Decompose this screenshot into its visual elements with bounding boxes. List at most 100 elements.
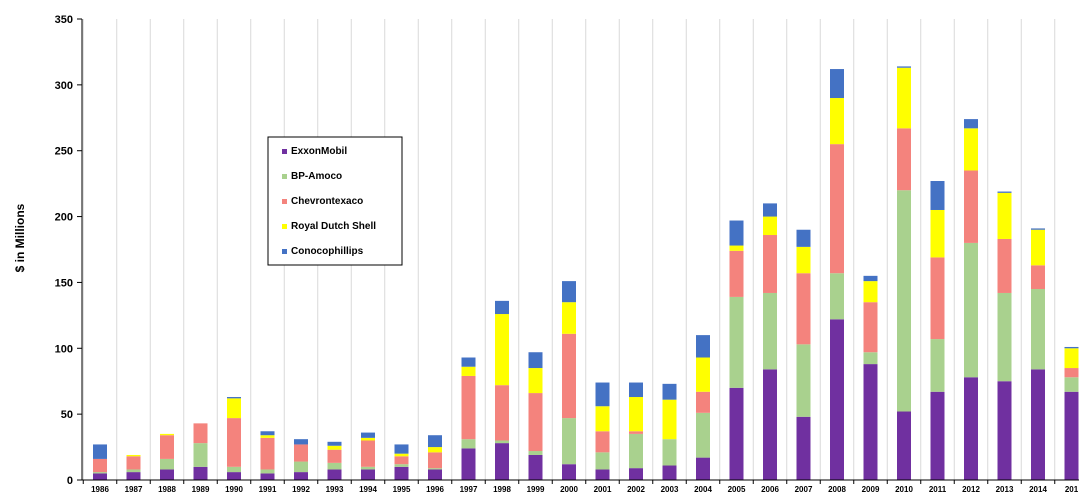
x-tick-label: 1990 (225, 485, 243, 494)
x-tick-label: 2000 (560, 485, 578, 494)
bar-segment-exxonmobil-1993 (327, 469, 342, 480)
bar-segment-conocophillips-2011 (930, 181, 945, 210)
x-tick-label: 1991 (259, 485, 277, 494)
bar-segment-bp-amoco-1999 (528, 451, 543, 455)
y-tick-label: 50 (61, 409, 73, 421)
bar-segment-conocophillips-1994 (361, 432, 375, 438)
bar-segment-conocophillips-1998 (495, 300, 509, 315)
bar-segment-royal-dutch-shell-2007 (796, 246, 811, 274)
bar-segment-chevrontexaco-2010 (897, 128, 911, 191)
bar-segment-exxonmobil-1987 (126, 472, 141, 480)
x-tick-label: 1989 (192, 485, 210, 494)
bar-segment-bp-amoco-2009 (863, 352, 878, 365)
bar-segment-bp-amoco-2011 (930, 339, 945, 392)
bar-segment-conocophillips-2005 (729, 220, 744, 246)
x-tick-label: 2001 (594, 485, 612, 494)
bar-segment-chevrontexaco-1995 (394, 456, 409, 465)
bar-segment-royal-dutch-shell-2009 (863, 281, 878, 303)
bar-segment-exxonmobil-1997 (461, 448, 476, 480)
bar-segment-conocophillips-1993 (327, 441, 342, 446)
bar-segment-bp-amoco-2006 (763, 292, 777, 370)
legend-label: BP-Amoco (291, 171, 342, 182)
x-tick-label: 2013 (996, 485, 1014, 494)
bar-segment-conocophillips-1990 (227, 397, 241, 399)
bar-segment-exxonmobil-1986 (93, 473, 107, 480)
y-tick-label: 200 (55, 212, 73, 224)
bar-segment-exxonmobil-2004 (696, 457, 710, 480)
x-tick-label: 2014 (1029, 485, 1047, 494)
x-tick-label: 2005 (728, 485, 746, 494)
bar-segment-royal-dutch-shell-2011 (930, 209, 945, 258)
bar-segment-bp-amoco-2014 (1031, 289, 1045, 370)
x-tick-label: 1986 (91, 485, 109, 494)
legend-swatch (282, 199, 287, 204)
y-tick-label: 100 (55, 343, 73, 355)
bar-segment-royal-dutch-shell-1988 (160, 433, 174, 436)
x-tick-label: 201 (1065, 485, 1079, 494)
bar-segment-royal-dutch-shell-1997 (461, 366, 476, 376)
legend-swatch (282, 149, 287, 154)
bar-segment-royal-dutch-shell-2010 (897, 67, 911, 129)
bar-segment-exxonmobil-1996 (428, 469, 442, 480)
legend-swatch (282, 249, 287, 254)
bar-segment-bp-amoco-1986 (93, 472, 107, 474)
bar-segment-chevrontexaco-1986 (93, 458, 107, 473)
bar-segment-chevrontexaco-2001 (595, 431, 610, 453)
axes: 0 50 100 150 200 250 300 350 1986 1987 1988 1989 199… (55, 14, 1079, 494)
bar-segment-royal-dutch-shell-2013 (997, 192, 1012, 239)
bar-segment-royal-dutch-shell-1998 (495, 314, 509, 386)
legend-label: Conocophillips (291, 246, 364, 257)
legend-label: Royal Dutch Shell (291, 221, 376, 232)
y-tick-label: 350 (55, 14, 73, 26)
bar-segment-chevrontexaco-1994 (361, 440, 375, 467)
bar-segment-conocophillips-2003 (662, 383, 677, 400)
bar-segment-chevrontexaco-1998 (495, 385, 509, 441)
bar-segment-chevrontexaco-2013 (997, 238, 1012, 293)
bar-segment-bp-amoco-2008 (830, 273, 844, 320)
bar-segment-chevrontexaco-1997 (461, 375, 476, 440)
legend: ExxonMobil BP-Amoco Chevrontexaco Royal Dut… (267, 136, 403, 266)
x-tick-label: 2004 (694, 485, 712, 494)
legend-swatch (282, 224, 287, 229)
bar-segment-exxonmobil-2013 (997, 381, 1012, 480)
bar-segment-bp-amoco-1987 (126, 469, 141, 473)
bar-segment-conocophillips-2010 (897, 66, 911, 68)
bars (93, 66, 1079, 480)
bar-segment-exxonmobil-2003 (662, 465, 677, 480)
bar-segment-conocophillips-2015 (1064, 346, 1079, 349)
x-tick-label: 1988 (158, 485, 176, 494)
bar-segment-exxonmobil-2012 (964, 377, 978, 480)
legend-swatch (282, 174, 287, 179)
bar-segment-chevrontexaco-1988 (160, 435, 174, 459)
x-tick-label: 1987 (125, 485, 143, 494)
bar-segment-bp-amoco-1996 (428, 468, 442, 470)
bar-segment-bp-amoco-2007 (796, 344, 811, 417)
bar-segment-royal-dutch-shell-2005 (729, 245, 744, 251)
bar-segment-chevrontexaco-1992 (294, 444, 308, 462)
bar-segment-bp-amoco-1993 (327, 462, 342, 470)
bar-segment-exxonmobil-2010 (897, 411, 911, 480)
bar-segment-conocophillips-2009 (863, 275, 878, 282)
bar-segment-chevrontexaco-1999 (528, 393, 543, 452)
bar-segment-exxonmobil-2009 (863, 364, 878, 480)
bar-segment-bp-amoco-2005 (729, 296, 744, 388)
bar-segment-bp-amoco-2010 (897, 190, 911, 412)
bar-segment-royal-dutch-shell-1993 (327, 445, 342, 450)
bar-segment-exxonmobil-2000 (562, 464, 576, 480)
bar-segment-bp-amoco-1990 (227, 466, 241, 473)
bar-segment-royal-dutch-shell-2015 (1064, 348, 1079, 369)
bar-segment-chevrontexaco-1990 (227, 418, 241, 467)
bar-segment-exxonmobil-1994 (361, 469, 375, 480)
x-tick-label: 1995 (393, 485, 411, 494)
y-axis-label: $ in Millions (13, 203, 27, 272)
bar-segment-conocophillips-1995 (394, 444, 409, 454)
bar-segment-exxonmobil-1989 (193, 466, 208, 480)
x-tick-label: 1998 (493, 485, 511, 494)
bar-segment-bp-amoco-2012 (964, 242, 978, 378)
bar-segment-conocophillips-1992 (294, 439, 308, 445)
bar-segment-chevrontexaco-2006 (763, 235, 777, 293)
bar-segment-chevrontexaco-2002 (629, 431, 643, 434)
x-tick-label: 2011 (929, 485, 947, 494)
bar-segment-bp-amoco-2002 (629, 433, 643, 469)
x-tick-label: 2009 (862, 485, 880, 494)
